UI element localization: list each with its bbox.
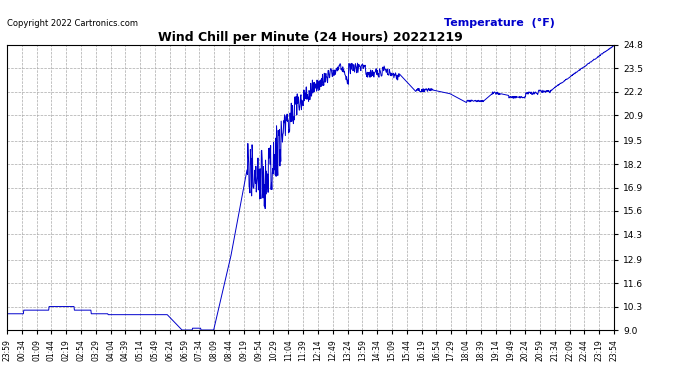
Text: Copyright 2022 Cartronics.com: Copyright 2022 Cartronics.com bbox=[7, 19, 138, 28]
Text: Temperature  (°F): Temperature (°F) bbox=[444, 18, 555, 28]
Title: Wind Chill per Minute (24 Hours) 20221219: Wind Chill per Minute (24 Hours) 2022121… bbox=[158, 31, 463, 44]
